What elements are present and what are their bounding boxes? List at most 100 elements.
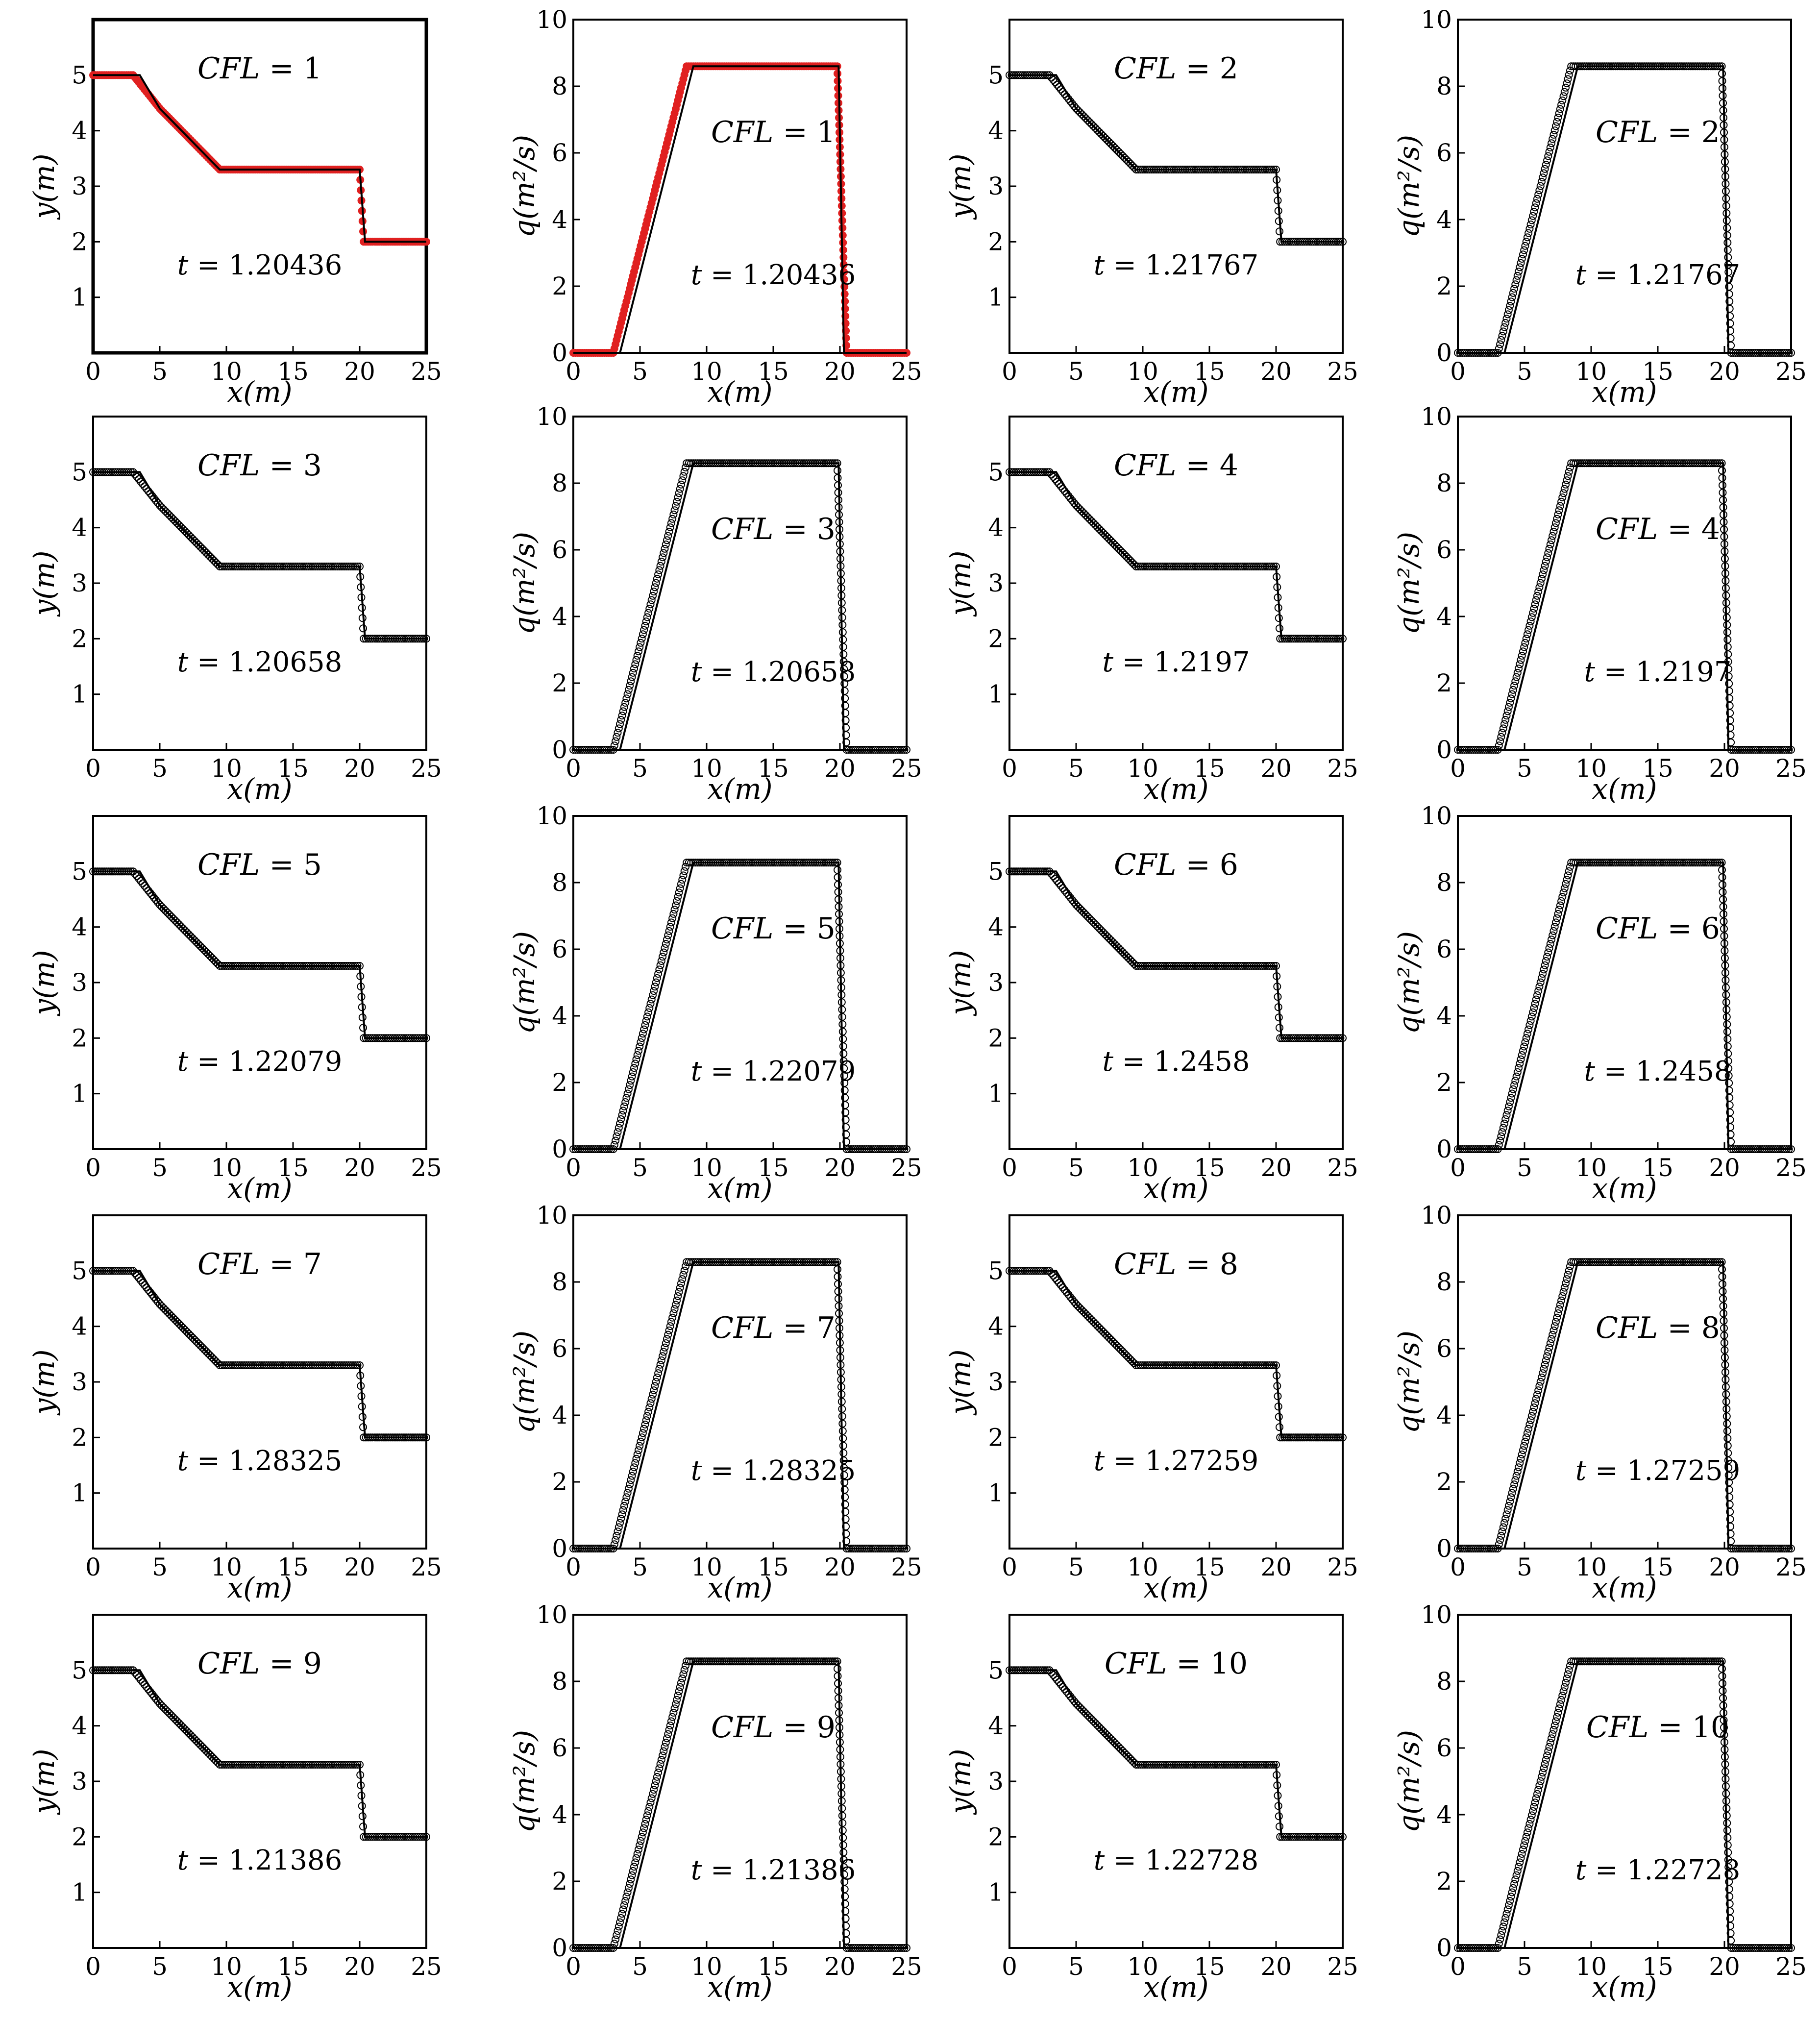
- data-point: [657, 957, 665, 965]
- data-point: [626, 682, 634, 690]
- data-point: [1554, 510, 1562, 518]
- data-point: [1726, 716, 1734, 724]
- cfl-annotation: CFL = 8: [1114, 1247, 1238, 1281]
- cfl-annotation-value: = 1: [260, 51, 322, 86]
- data-point: [1047, 870, 1056, 878]
- data-point: [834, 1665, 841, 1673]
- data-point: [1498, 729, 1506, 737]
- data-point: [834, 474, 842, 482]
- data-point: [1502, 315, 1511, 323]
- x-axis-label: x(m): [227, 772, 293, 806]
- data-point: [619, 1905, 627, 1914]
- data-point: [1564, 472, 1572, 480]
- data-point: [623, 1489, 632, 1497]
- y-tick-label: 1: [988, 1080, 1004, 1108]
- data-point: [1525, 229, 1533, 237]
- data-point: [652, 978, 660, 986]
- data-point: [1496, 1136, 1504, 1145]
- data-point: [1502, 1111, 1511, 1119]
- data-point: [1565, 1666, 1573, 1674]
- data-point: [834, 873, 842, 882]
- data-point: [1545, 944, 1553, 952]
- data-point: [841, 1893, 849, 1900]
- data-point: [652, 1777, 660, 1785]
- data-point: [628, 673, 636, 681]
- y-tick-label: 10: [1421, 402, 1452, 431]
- data-point: [650, 588, 658, 596]
- data-point: [645, 605, 654, 613]
- time-annotation: t = 1.27259: [1575, 1455, 1741, 1487]
- data-point: [839, 1050, 848, 1058]
- series-exact-line: [573, 1261, 907, 1550]
- data-point: [1724, 1456, 1732, 1465]
- data-point: [669, 1309, 678, 1317]
- y-tick-label: 8: [1436, 868, 1452, 897]
- data-point: [1507, 297, 1515, 306]
- data-point: [652, 579, 660, 587]
- x-axis-label: x(m): [227, 1571, 293, 1604]
- time-annotation-value: = 1.27259: [1105, 1445, 1258, 1477]
- time-annotation: t = 1.21386: [691, 1854, 856, 1886]
- data-point: [677, 1279, 685, 1287]
- data-point: [1549, 130, 1558, 139]
- y-tick-label: 1: [72, 1479, 87, 1507]
- cfl-annotation: CFL = 6: [1596, 911, 1720, 946]
- data-point: [631, 1858, 639, 1867]
- x-tick-label: 5: [632, 357, 648, 386]
- x-tick-label: 0: [566, 1553, 581, 1581]
- time-annotation-value: = 1.2458: [1595, 1056, 1731, 1087]
- x-tick-label: 15: [277, 754, 309, 783]
- x-tick-label: 25: [411, 1553, 442, 1581]
- x-tick-label: 5: [1517, 754, 1532, 783]
- data-point: [1497, 1132, 1505, 1140]
- data-point: [1515, 1463, 1523, 1472]
- data-point: [643, 613, 651, 621]
- data-point: [614, 1527, 622, 1536]
- y-tick-label: 1: [988, 1878, 1004, 1907]
- data-point: [1553, 515, 1561, 523]
- data-point: [1521, 1437, 1529, 1446]
- data-point: [675, 1687, 683, 1696]
- y-tick-label: 10: [1421, 1600, 1452, 1629]
- data-point: [1718, 474, 1726, 482]
- data-point: [654, 970, 663, 978]
- series-exact-line: [1009, 471, 1343, 640]
- data-point: [1508, 1089, 1516, 1098]
- data-point: [834, 84, 842, 93]
- y-tick-label: 4: [1436, 602, 1452, 631]
- data-point: [1550, 1322, 1559, 1330]
- data-point: [1508, 690, 1516, 698]
- x-tick-label: 0: [85, 1553, 101, 1581]
- series-exact-line: [1009, 74, 1343, 243]
- data-point: [839, 1057, 848, 1065]
- time-annotation-symbol: t: [1584, 1056, 1596, 1087]
- time-annotation-value: = 1.2197: [1113, 646, 1250, 678]
- data-point: [616, 1519, 624, 1527]
- x-tick-label: 15: [1642, 754, 1673, 783]
- data-point: [676, 485, 684, 493]
- data-point: [1522, 1034, 1530, 1042]
- data-point: [1523, 630, 1531, 639]
- data-point: [1509, 1884, 1517, 1892]
- x-tick-label: 20: [344, 1553, 375, 1581]
- x-tick-label: 20: [1709, 1553, 1740, 1581]
- data-point: [1726, 1508, 1734, 1516]
- data-point: [615, 1922, 623, 1931]
- data-point: [133, 872, 141, 880]
- time-annotation-symbol: t: [1094, 1445, 1105, 1477]
- data-point: [1544, 152, 1552, 160]
- data-point: [612, 1136, 620, 1145]
- data-point: [673, 1696, 681, 1704]
- data-point: [1503, 1107, 1512, 1115]
- data-point: [1544, 1747, 1552, 1755]
- data-point: [1718, 77, 1726, 85]
- data-point: [841, 1508, 850, 1516]
- data-point: [641, 621, 649, 630]
- data-point: [1541, 562, 1549, 570]
- data-point: [1518, 652, 1526, 660]
- data-point: [622, 1893, 631, 1901]
- time-annotation-value: = 1.22728: [1105, 1845, 1258, 1876]
- time-annotation-symbol: t: [1094, 249, 1105, 281]
- data-point: [135, 475, 143, 483]
